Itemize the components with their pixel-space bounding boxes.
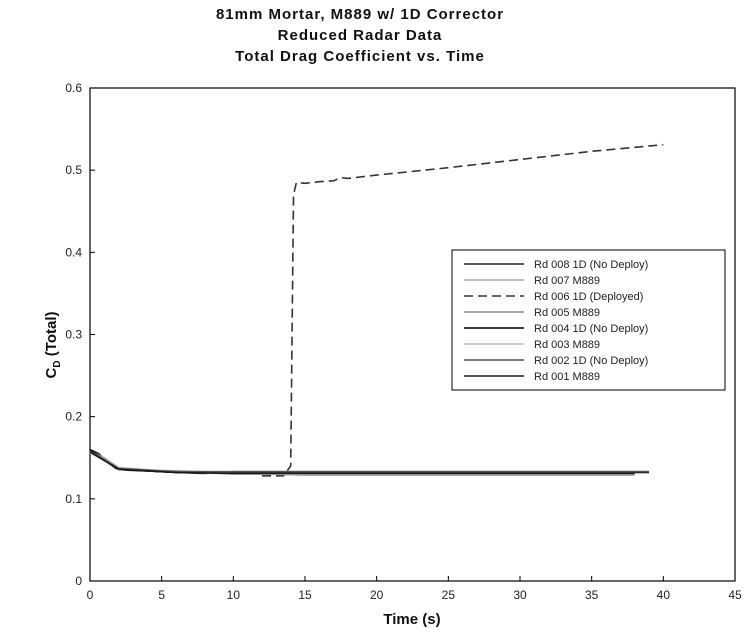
x-tick-label: 15: [298, 588, 312, 602]
x-tick-label: 40: [657, 588, 671, 602]
legend-box: [451, 249, 726, 391]
legend-label-8: Rd 001 M889: [534, 371, 600, 383]
legend-label-5: Rd 004 1D (No Deploy): [534, 323, 648, 335]
x-tick-label: 25: [442, 588, 456, 602]
y-tick-label: 0: [75, 574, 82, 588]
chart-title-line-2: Reduced Radar Data: [277, 27, 443, 44]
y-tick-label: 0.4: [65, 245, 82, 259]
legend-label-2: Rd 007 M889: [534, 275, 600, 287]
x-axis-label: Time (s): [383, 611, 440, 628]
legend-label-6: Rd 003 M889: [534, 339, 600, 351]
chart-title-line-3: Total Drag Coefficient vs. Time: [235, 48, 485, 65]
series-line-8: [89, 451, 635, 475]
x-tick-label: 45: [728, 588, 742, 602]
y-axis-label-main: C: [43, 367, 60, 378]
x-tick-label: 20: [370, 588, 384, 602]
y-tick-label: 0.2: [65, 410, 82, 424]
x-tick-label: 5: [158, 588, 165, 602]
legend-label-3: Rd 006 1D (Deployed): [534, 291, 643, 303]
y-tick-label: 0.6: [65, 81, 82, 95]
y-tick-label: 0.5: [65, 163, 82, 177]
x-tick-label: 35: [585, 588, 599, 602]
x-tick-label: 0: [87, 588, 94, 602]
legend-label-1: Rd 008 1D (No Deploy): [534, 259, 648, 271]
series-line-3: [262, 143, 664, 477]
chart-title: 81mm Mortar, M889 w/ 1D Corrector Reduce…: [100, 4, 620, 67]
y-axis-label-suffix: (Total): [43, 312, 60, 361]
x-tick-label: 30: [513, 588, 527, 602]
x-tick-label: 10: [227, 588, 241, 602]
y-tick-label: 0.1: [65, 492, 82, 506]
series-line-7: [89, 450, 649, 473]
chart-title-line-1: 81mm Mortar, M889 w/ 1D Corrector: [215, 6, 505, 23]
y-axis-label: CD (Total): [43, 312, 63, 379]
legend-label-4: Rd 005 M889: [534, 307, 600, 319]
legend-label-7: Rd 002 1D (No Deploy): [534, 355, 648, 367]
y-tick-label: 0.3: [65, 328, 82, 342]
y-axis-label-subscript: D: [52, 360, 63, 367]
